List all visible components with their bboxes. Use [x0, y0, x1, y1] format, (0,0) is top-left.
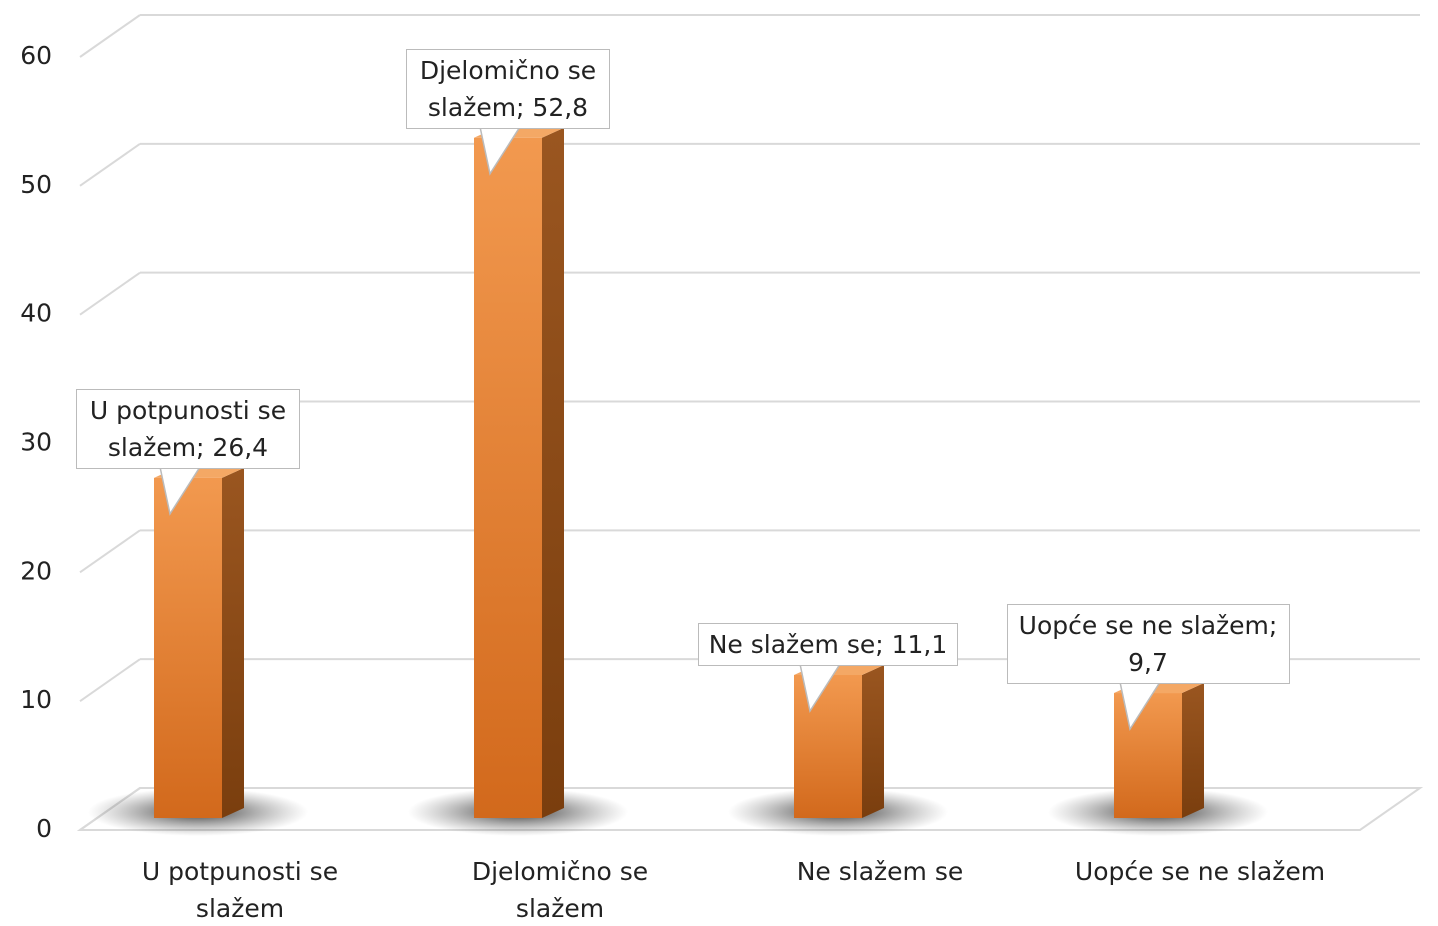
grid-line-side [79, 529, 141, 574]
bar-side [222, 467, 244, 818]
bar [794, 674, 862, 818]
bar [1114, 693, 1182, 818]
y-tick-label: 40 [20, 299, 52, 328]
bar-side [1182, 683, 1204, 818]
data-label: Ne slažem se; 11,1 [698, 622, 958, 666]
y-tick-label: 50 [20, 170, 52, 199]
y-tick-label: 10 [20, 685, 52, 714]
grid-line-side [79, 14, 141, 58]
x-tick-label: Ne slažem se [796, 857, 964, 886]
x-tick-label: Uopće se ne slažem [1074, 857, 1326, 886]
grid-line-side [79, 143, 141, 187]
y-tick-label: 30 [20, 428, 52, 457]
grid-line-side [79, 658, 141, 702]
bar [154, 477, 222, 818]
grid-line-side [79, 271, 141, 316]
bar-side [542, 127, 564, 818]
data-label: U potpunosti se slažem; 26,4 [76, 388, 300, 469]
bar-side [862, 664, 884, 818]
y-tick-label: 0 [36, 814, 52, 843]
y-tick-label: 20 [20, 556, 52, 585]
bar [474, 137, 542, 818]
data-label: Uopće se ne slažem; 9,7 [1006, 604, 1290, 685]
x-tick-label: U potpunosti se slažem [141, 857, 339, 923]
x-tick-label: Djelomično se slažem [471, 857, 649, 923]
data-label: Djelomično se slažem; 52,8 [406, 48, 610, 129]
y-tick-label: 60 [20, 41, 52, 70]
